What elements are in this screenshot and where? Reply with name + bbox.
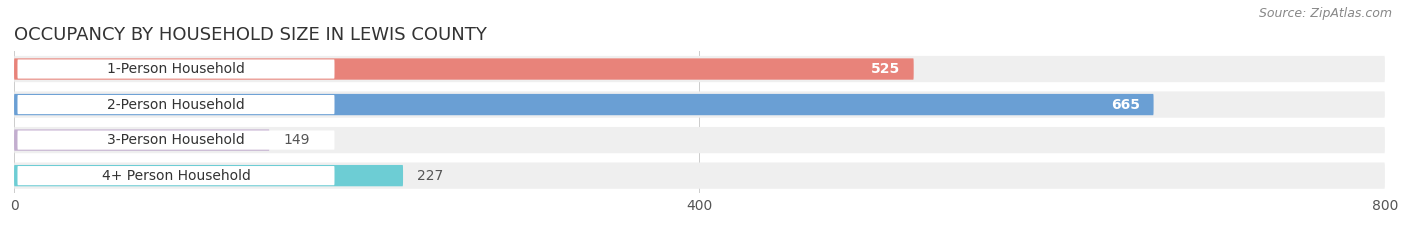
FancyBboxPatch shape (14, 130, 270, 151)
FancyBboxPatch shape (14, 91, 1385, 118)
Text: 4+ Person Household: 4+ Person Household (101, 169, 250, 183)
Text: 149: 149 (283, 133, 309, 147)
FancyBboxPatch shape (17, 130, 335, 150)
Text: 665: 665 (1111, 98, 1140, 112)
FancyBboxPatch shape (14, 58, 914, 80)
FancyBboxPatch shape (17, 95, 335, 114)
FancyBboxPatch shape (14, 127, 1385, 153)
FancyBboxPatch shape (17, 59, 335, 79)
FancyBboxPatch shape (14, 56, 1385, 82)
Text: 525: 525 (870, 62, 900, 76)
FancyBboxPatch shape (14, 94, 1153, 115)
FancyBboxPatch shape (14, 162, 1385, 189)
Text: 3-Person Household: 3-Person Household (107, 133, 245, 147)
Text: 227: 227 (416, 169, 443, 183)
Text: OCCUPANCY BY HOUSEHOLD SIZE IN LEWIS COUNTY: OCCUPANCY BY HOUSEHOLD SIZE IN LEWIS COU… (14, 26, 486, 44)
Text: Source: ZipAtlas.com: Source: ZipAtlas.com (1258, 7, 1392, 20)
FancyBboxPatch shape (17, 166, 335, 185)
FancyBboxPatch shape (14, 165, 404, 186)
Text: 1-Person Household: 1-Person Household (107, 62, 245, 76)
Text: 2-Person Household: 2-Person Household (107, 98, 245, 112)
